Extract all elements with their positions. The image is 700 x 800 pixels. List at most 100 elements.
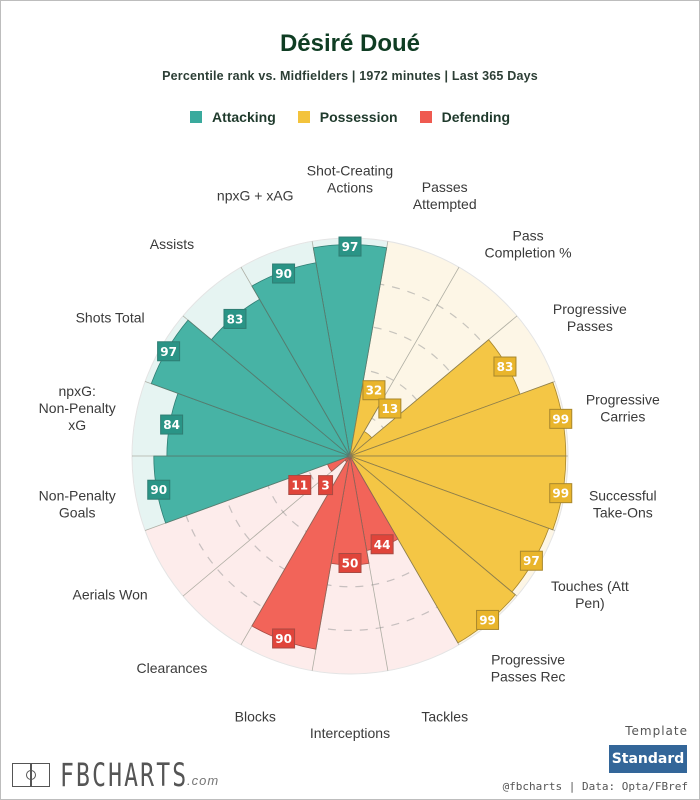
category-label-progressive-passes-rec: Progressive Passes Rec xyxy=(491,652,566,685)
category-label-progressive-carries: Progressive Carries xyxy=(586,391,660,424)
category-label-shots-total: Shots Total xyxy=(76,310,145,326)
chart-subtitle: Percentile rank vs. Midfielders | 1972 m… xyxy=(162,69,538,83)
category-label-shot-creating-actions: Shot-Creating Actions xyxy=(307,163,393,196)
spoke xyxy=(349,455,555,531)
legend-swatch-defending xyxy=(419,111,432,123)
value-box xyxy=(318,475,334,496)
value-label-interceptions: 50 xyxy=(338,553,362,573)
value-text: 99 xyxy=(552,487,569,501)
category-label-progressive-passes: Progressive Passes xyxy=(553,301,627,334)
category-label-clearances: Clearances xyxy=(137,660,208,676)
fbcharts-logo[interactable]: FBCHARTS .com xyxy=(12,756,238,794)
legend-label-possession: Possession xyxy=(319,109,398,125)
legend-item-possession: Possession xyxy=(297,109,398,125)
chart-title: Désiré Doué xyxy=(279,30,421,57)
spoke xyxy=(349,267,460,457)
value-text: 90 xyxy=(275,632,292,646)
value-wedges xyxy=(150,244,567,650)
value-label-assists: 83 xyxy=(223,308,247,329)
legend-item-attacking: Attacking xyxy=(189,109,276,125)
category-label-pass-completion: Pass Completion % xyxy=(484,227,571,260)
category-label-non-penalty-goals: Non-Penalty Goals xyxy=(39,488,116,521)
legend-item-defending: Defending xyxy=(419,109,511,125)
legend-label-defending: Defending xyxy=(441,109,511,125)
pitch-icon xyxy=(12,763,50,787)
value-label-aerials-won: 11 xyxy=(288,475,312,495)
spoke xyxy=(240,267,351,457)
value-label-blocks: 90 xyxy=(272,628,296,649)
value-box xyxy=(338,236,362,257)
spoke xyxy=(349,381,555,457)
value-box xyxy=(493,356,517,377)
value-text: 32 xyxy=(366,384,383,398)
category-label-npxg-xag: npxG + xAG xyxy=(217,188,294,204)
value-box xyxy=(378,398,402,419)
spokes xyxy=(132,241,568,671)
value-label-tackles: 44 xyxy=(370,534,394,555)
value-text: 83 xyxy=(497,360,514,374)
value-label-successful-take-ons: 99 xyxy=(549,483,573,504)
value-box xyxy=(157,341,181,362)
value-box xyxy=(370,534,394,555)
spoke xyxy=(182,315,351,457)
value-label-shot-creating-actions: 97 xyxy=(338,236,362,257)
value-label-pass-completion: 13 xyxy=(378,398,402,419)
value-label-clearances: 3 xyxy=(318,475,334,496)
spoke xyxy=(349,455,460,645)
value-text: 84 xyxy=(163,418,180,432)
template-standard-button[interactable]: Standard xyxy=(609,745,687,773)
value-label-progressive-passes-rec: 99 xyxy=(476,609,500,630)
value-label-npxg-xag: 90 xyxy=(272,263,296,284)
value-text: 99 xyxy=(479,613,496,627)
category-label-tackles: Tackles xyxy=(421,708,468,724)
value-text: 99 xyxy=(552,412,569,426)
legend-swatch-possession xyxy=(297,111,310,123)
value-box xyxy=(272,263,296,284)
value-box xyxy=(160,414,184,435)
value-label-progressive-carries: 99 xyxy=(549,408,573,429)
category-label-aerials-won: Aerials Won xyxy=(73,587,148,603)
credit-text: @fbcharts | Data: Opta/FBref xyxy=(502,780,688,793)
logo-text: FBCHARTS xyxy=(60,756,189,794)
category-label-touches-att-pen: Touches (Att Pen) xyxy=(551,578,629,611)
value-label-progressive-passes: 83 xyxy=(493,356,517,377)
value-box xyxy=(288,475,312,495)
value-box xyxy=(338,553,362,573)
value-text: 90 xyxy=(150,483,167,497)
value-label-shots-total: 97 xyxy=(157,341,181,362)
category-label-assists: Assists xyxy=(150,236,194,252)
spoke xyxy=(311,241,351,457)
value-text: 13 xyxy=(382,402,399,416)
legend-label-attacking: Attacking xyxy=(211,109,276,125)
value-text: 11 xyxy=(291,479,308,493)
value-label-non-penalty-goals: 90 xyxy=(147,479,171,500)
template-label: Template xyxy=(625,724,688,738)
spoke xyxy=(349,455,389,671)
value-box xyxy=(549,408,573,429)
category-label-npxg-non-penalty-xg: npxG: Non-Penalty xG xyxy=(39,383,116,433)
spoke xyxy=(145,381,351,457)
value-text: 97 xyxy=(342,240,359,254)
category-label-passes-attempted: Passes Attempted xyxy=(413,179,477,212)
value-box xyxy=(147,479,171,500)
value-box xyxy=(362,380,386,401)
value-box xyxy=(519,550,543,571)
category-label-blocks: Blocks xyxy=(235,708,276,724)
spoke xyxy=(349,315,518,457)
value-box xyxy=(549,483,573,504)
legend: Attacking Possession Defending xyxy=(0,109,700,125)
spoke xyxy=(311,455,351,671)
value-text: 90 xyxy=(275,267,292,281)
value-box xyxy=(272,628,296,649)
value-label-passes-attempted: 32 xyxy=(362,380,386,401)
value-text: 3 xyxy=(321,479,329,493)
spoke xyxy=(349,241,389,457)
spoke xyxy=(145,455,351,531)
value-box xyxy=(223,308,247,329)
value-text: 44 xyxy=(374,538,391,552)
value-label-npxg-non-penalty-xg: 84 xyxy=(160,414,184,435)
value-box xyxy=(476,609,500,630)
value-text: 97 xyxy=(523,554,540,568)
